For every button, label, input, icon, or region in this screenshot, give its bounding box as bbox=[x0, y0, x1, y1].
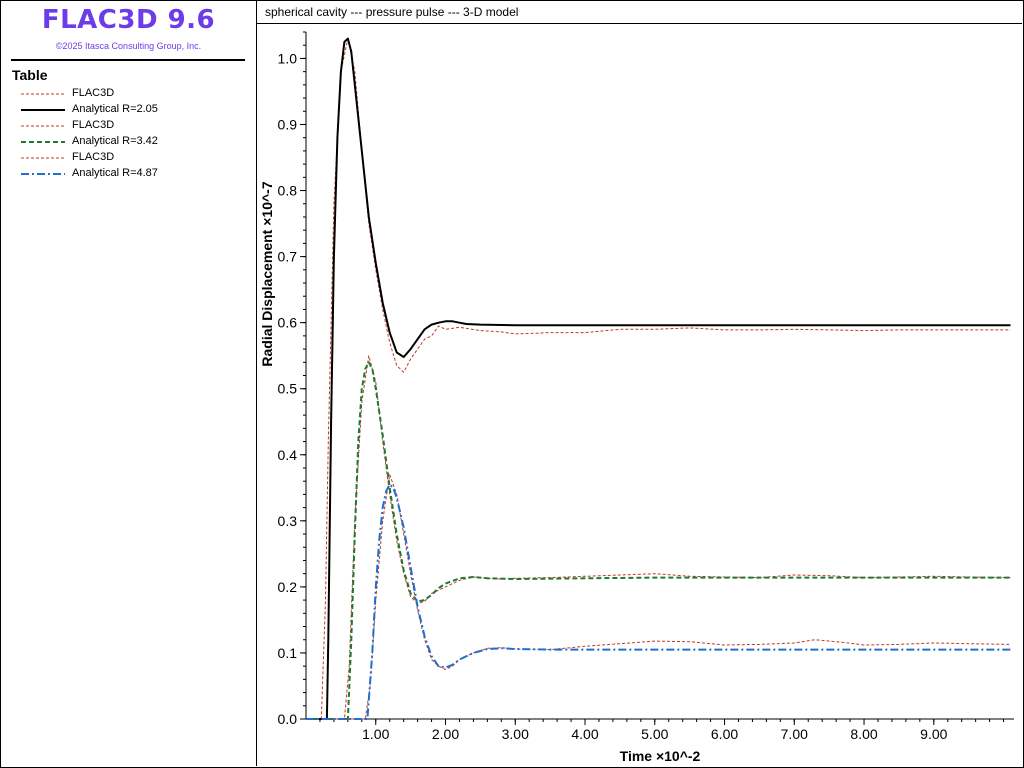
legend-label: Analytical R=4.87 bbox=[72, 167, 158, 179]
legend-item[interactable]: FLAC3D bbox=[21, 86, 251, 102]
legend-swatch bbox=[21, 125, 65, 127]
y-tick-label: 0.2 bbox=[278, 579, 298, 595]
x-tick-label: 9.00 bbox=[920, 726, 947, 742]
series-line-2 bbox=[306, 355, 1011, 720]
y-tick-label: 0.7 bbox=[278, 249, 298, 265]
copyright-text: ©2025 Itasca Consulting Group, Inc. bbox=[55, 41, 202, 51]
legend-item[interactable]: Analytical R=3.42 bbox=[21, 134, 251, 150]
chart-area[interactable]: 0.0 0.1 0.2 0.3 0.4 0.5 0.6 0.7 0.8 0.9 1.0 1.00 2.0… bbox=[257, 24, 1022, 766]
y-tick-label: 0.5 bbox=[278, 381, 298, 397]
y-tick-label: 1.0 bbox=[278, 50, 298, 66]
y-tick-label: 0.6 bbox=[278, 315, 298, 331]
legend-label: FLAC3D bbox=[72, 119, 115, 131]
legend-panel: FLAC3D 9.6 ©2025 Itasca Consulting Group… bbox=[1, 1, 257, 766]
app-title: FLAC3D 9.6 bbox=[41, 5, 216, 35]
x-tick-label: 4.00 bbox=[571, 726, 598, 742]
x-tick-label: 3.00 bbox=[502, 726, 529, 742]
legend-label: FLAC3D bbox=[72, 87, 115, 99]
x-tick-label: 1.00 bbox=[362, 726, 389, 742]
legend-swatch bbox=[21, 173, 65, 175]
legend-item[interactable]: FLAC3D bbox=[21, 150, 251, 166]
y-tick-label: 0.1 bbox=[278, 645, 298, 661]
legend-heading: Table bbox=[12, 67, 48, 83]
series-line-4 bbox=[306, 474, 1011, 720]
legend-item[interactable]: FLAC3D bbox=[21, 118, 251, 134]
x-axis-label: Time ×10^-2 bbox=[620, 748, 701, 764]
plot-title: spherical cavity --- pressure pulse --- … bbox=[265, 5, 519, 19]
series-line-3 bbox=[306, 361, 1011, 720]
legend-swatch bbox=[21, 157, 65, 159]
series-line-1 bbox=[306, 37, 1011, 720]
legend-swatch bbox=[21, 141, 65, 143]
series-line-0 bbox=[306, 38, 1011, 720]
y-tick-label: 0.8 bbox=[278, 183, 298, 199]
y-tick-label: 0.0 bbox=[278, 711, 298, 727]
y-tick-label: 0.9 bbox=[278, 116, 298, 132]
y-tick-label: 0.3 bbox=[278, 513, 298, 529]
x-tick-label: 2.00 bbox=[432, 726, 459, 742]
x-tick-label: 6.00 bbox=[711, 726, 738, 742]
legend-item[interactable]: Analytical R=4.87 bbox=[21, 166, 251, 182]
y-tick-label: 0.4 bbox=[278, 447, 298, 463]
legend-swatch bbox=[21, 109, 65, 111]
title-divider bbox=[11, 59, 245, 61]
legend-item[interactable]: Analytical R=2.05 bbox=[21, 102, 251, 118]
legend-label: Analytical R=2.05 bbox=[72, 103, 158, 115]
series-line-5 bbox=[306, 483, 1011, 720]
x-tick-label: 8.00 bbox=[850, 726, 877, 742]
plot-title-bar: spherical cavity --- pressure pulse --- … bbox=[257, 1, 1022, 24]
legend-swatch bbox=[21, 93, 65, 95]
x-tick-label: 7.00 bbox=[781, 726, 808, 742]
y-axis-label: Radial Displacement ×10^-7 bbox=[259, 181, 275, 366]
x-tick-label: 5.00 bbox=[641, 726, 668, 742]
legend-label: FLAC3D bbox=[72, 151, 115, 163]
legend-label: Analytical R=3.42 bbox=[72, 135, 158, 147]
